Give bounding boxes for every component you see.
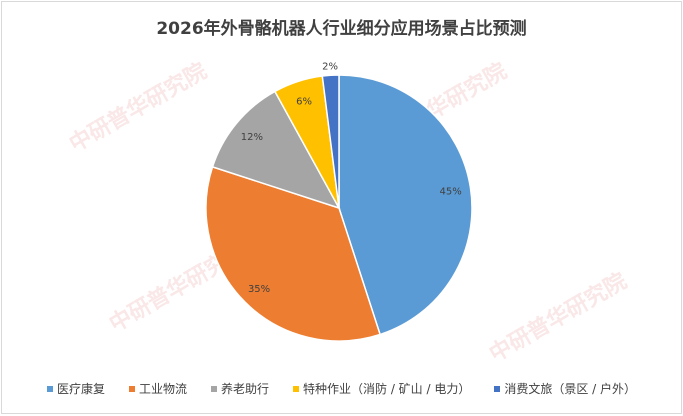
legend-swatch xyxy=(128,385,135,392)
legend-label: 工业物流 xyxy=(138,382,187,396)
data-label: 45% xyxy=(440,186,462,197)
legend: 医疗康复 工业物流 养老助行 特种作业（消防 / 矿山 / 电力） 消费文旅（景区 / … xyxy=(0,380,683,397)
chart-title: 2026年外骨骼机器人行业细分应用场景占比预测 xyxy=(156,19,527,39)
data-label: 12% xyxy=(241,132,263,143)
data-label: 35% xyxy=(248,284,270,295)
legend-item: 特种作业（消防 / 矿山 / 电力） xyxy=(293,380,470,397)
data-label: 2% xyxy=(322,61,338,72)
legend-item: 消费文旅（景区 / 户外） xyxy=(494,380,636,397)
data-label: 6% xyxy=(296,96,312,107)
legend-swatch xyxy=(210,385,217,392)
legend-item: 医疗康复 xyxy=(46,380,105,397)
pie-slice xyxy=(338,74,473,336)
legend-label: 养老助行 xyxy=(220,382,269,396)
legend-label: 消费文旅（景区 / 户外） xyxy=(504,382,637,396)
pie-slice xyxy=(211,90,341,210)
legend-swatch xyxy=(46,385,53,392)
pie-slice xyxy=(205,165,382,342)
legend-item: 工业物流 xyxy=(128,380,187,397)
legend-item: 养老助行 xyxy=(210,380,269,397)
legend-label: 特种作业（消防 / 矿山 / 电力） xyxy=(303,382,471,396)
legend-swatch xyxy=(293,385,299,392)
legend-label: 医疗康复 xyxy=(56,382,105,396)
legend-swatch xyxy=(494,385,501,392)
pie-slice xyxy=(321,74,340,209)
